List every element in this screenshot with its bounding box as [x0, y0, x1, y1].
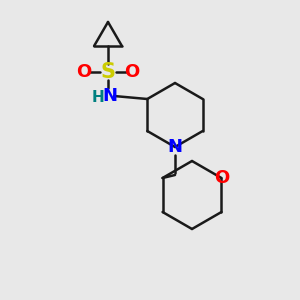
Text: N: N: [167, 138, 182, 156]
Text: O: O: [76, 63, 92, 81]
Text: H: H: [92, 89, 104, 104]
Text: S: S: [100, 62, 116, 82]
Text: O: O: [214, 169, 229, 187]
Text: O: O: [124, 63, 140, 81]
Text: N: N: [103, 87, 118, 105]
